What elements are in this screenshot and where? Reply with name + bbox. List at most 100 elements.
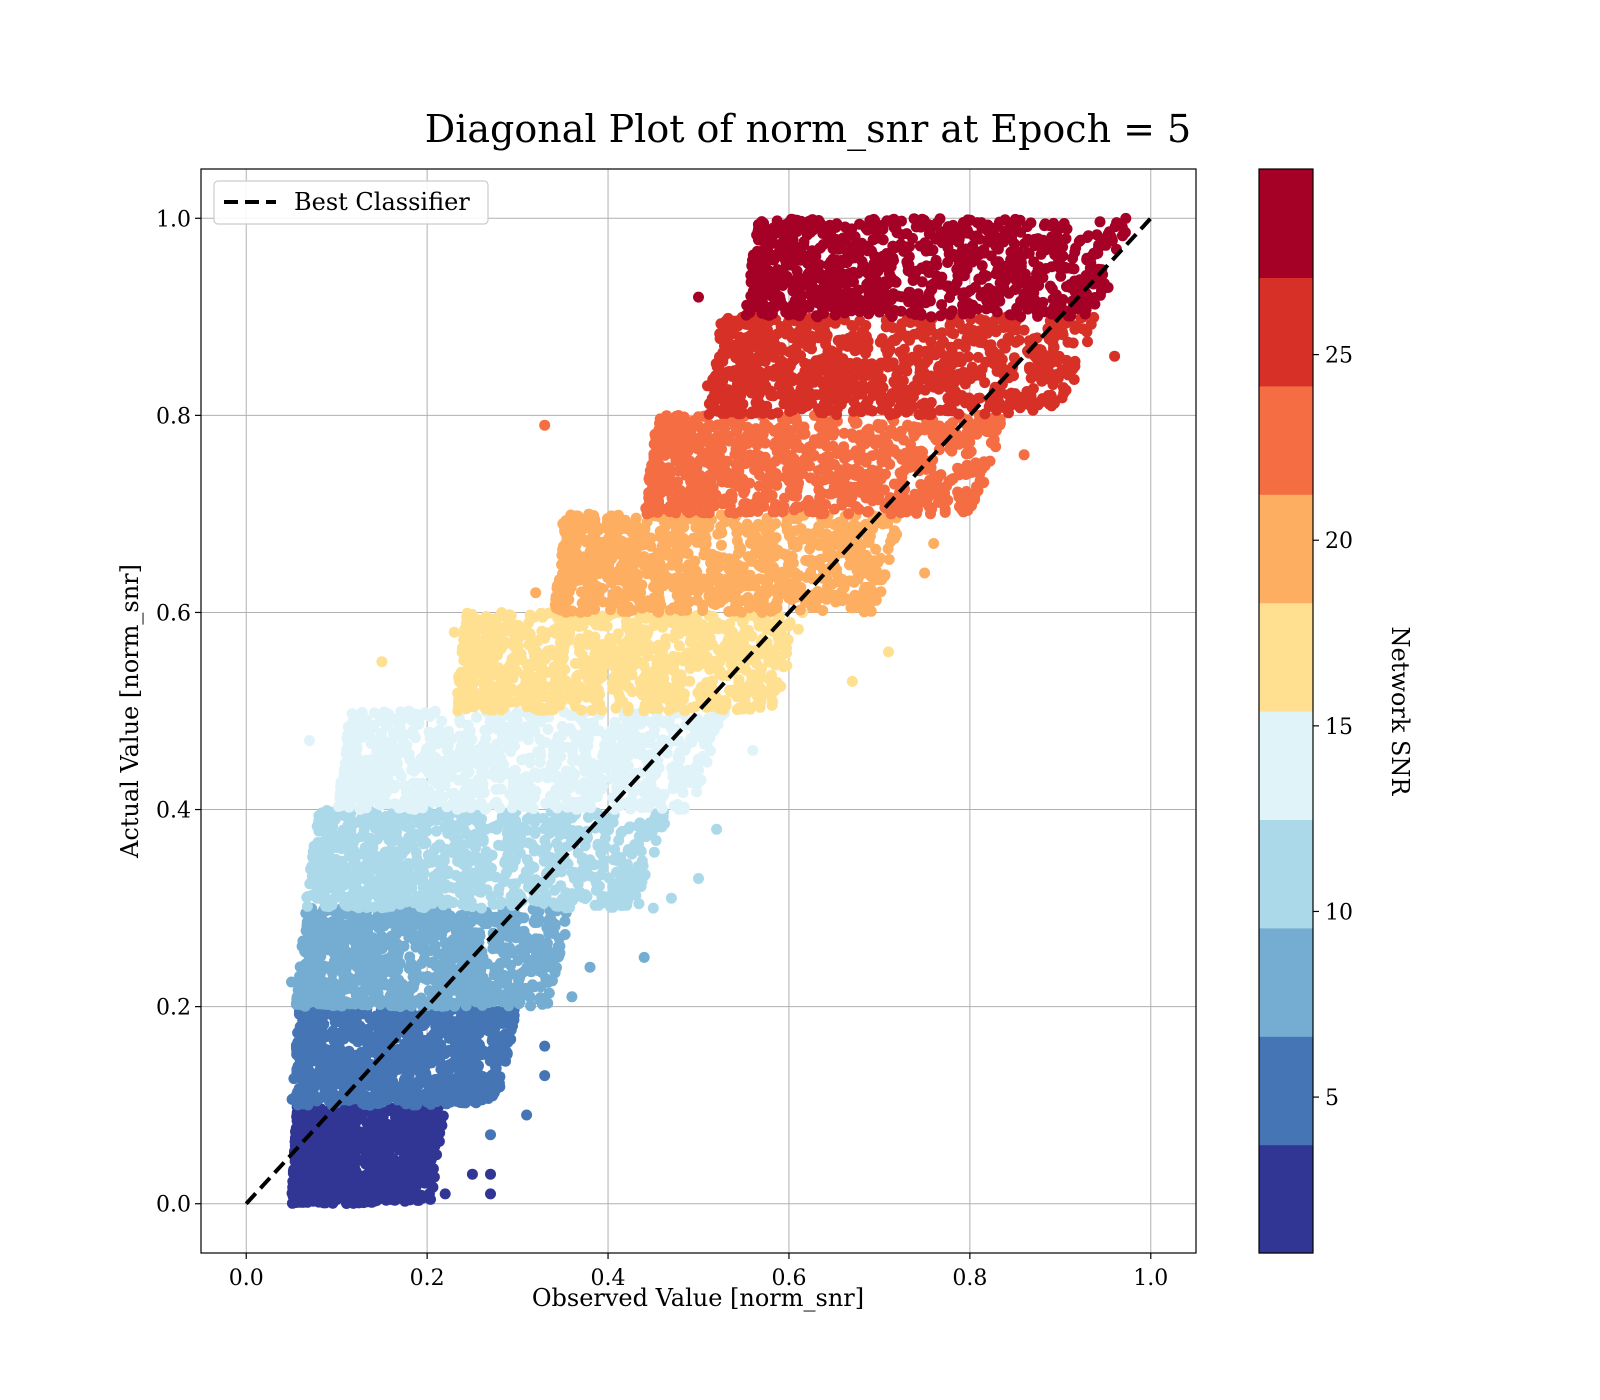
scatter-point xyxy=(553,781,565,792)
scatter-point xyxy=(383,1150,395,1162)
scatter-point xyxy=(427,1181,439,1193)
scatter-point xyxy=(401,981,413,993)
scatter-point xyxy=(444,818,455,830)
scatter-point xyxy=(367,901,379,913)
scatter-point xyxy=(399,1042,411,1054)
scatter-point xyxy=(541,960,553,972)
scatter-outlier xyxy=(638,951,650,963)
scatter-point xyxy=(359,725,371,737)
scatter-point xyxy=(537,812,549,824)
scatter-point xyxy=(534,756,546,768)
scatter-outlier xyxy=(521,1109,533,1121)
scatter-point xyxy=(295,1048,307,1060)
scatter-point xyxy=(419,836,431,848)
scatter-point xyxy=(643,737,655,749)
series-band-1 xyxy=(286,1099,496,1209)
scatter-point xyxy=(368,1174,380,1186)
scatter-point xyxy=(568,872,580,884)
scatter-point xyxy=(476,780,488,792)
scatter-point xyxy=(393,802,405,814)
scatter-point xyxy=(477,952,489,964)
scatter-point xyxy=(530,933,542,945)
scatter-point xyxy=(365,937,377,949)
scatter-point xyxy=(548,947,560,959)
scatter-point xyxy=(424,928,436,940)
scatter-point xyxy=(458,1019,469,1031)
scatter-outlier xyxy=(439,1188,451,1200)
scatter-point xyxy=(436,1094,448,1106)
scatter-point xyxy=(291,993,303,1005)
scatter-point xyxy=(419,1051,431,1063)
scatter-point xyxy=(291,1094,303,1105)
scatter-point xyxy=(405,1169,417,1181)
scatter-point xyxy=(406,764,418,776)
scatter-point xyxy=(387,947,399,959)
scatter-point xyxy=(390,1156,402,1168)
scatter-point xyxy=(464,1074,476,1086)
scatter-point xyxy=(436,1060,448,1072)
scatter-point xyxy=(310,1178,322,1190)
scatter-point xyxy=(503,769,515,780)
scatter-point xyxy=(519,982,531,994)
scatter-point xyxy=(615,869,627,881)
scatter-point xyxy=(360,1046,372,1057)
scatter-outlier xyxy=(466,1168,478,1180)
scatter-point xyxy=(295,1179,307,1191)
scatter-point xyxy=(526,838,538,850)
scatter-point xyxy=(421,825,433,837)
scatter-point xyxy=(410,1045,422,1057)
scatter-point xyxy=(480,846,492,858)
scatter-point xyxy=(403,1150,415,1162)
series-band-2 xyxy=(286,1001,551,1141)
scatter-point xyxy=(324,900,336,912)
scatter-point xyxy=(399,729,411,741)
scatter-point xyxy=(636,802,648,814)
scatter-point xyxy=(650,768,662,780)
scatter-point xyxy=(481,1075,493,1087)
scatter-point xyxy=(404,951,416,963)
scatter-point xyxy=(357,890,369,902)
scatter-point xyxy=(490,784,502,795)
scatter-point xyxy=(395,812,406,824)
scatter-point xyxy=(549,760,561,772)
scatter-point xyxy=(475,797,487,809)
scatter-point xyxy=(346,1115,358,1127)
scatter-point xyxy=(392,1094,403,1106)
scatter-point xyxy=(509,740,520,752)
scatter-point xyxy=(439,1080,451,1092)
scatter-point xyxy=(390,1168,402,1180)
scatter-point xyxy=(451,832,463,844)
scatter-point xyxy=(307,889,318,901)
scatter-point xyxy=(437,1070,449,1082)
scatter-point xyxy=(353,990,364,1002)
scatter-point xyxy=(359,849,371,861)
series-band-3 xyxy=(286,902,650,1013)
scatter-point xyxy=(346,845,358,857)
scatter-point xyxy=(553,933,565,944)
series-band-4 xyxy=(301,804,723,914)
scatter-point xyxy=(473,886,485,898)
scatter-point xyxy=(370,1010,382,1022)
scatter-point xyxy=(376,943,388,955)
scatter-point xyxy=(479,724,491,736)
scatter-point xyxy=(403,1185,415,1197)
scatter-point xyxy=(530,913,542,925)
scatter-point xyxy=(567,774,579,786)
scatter-point xyxy=(375,1191,387,1203)
scatter-point xyxy=(526,724,538,735)
scatter-point xyxy=(435,1049,446,1061)
scatter-point xyxy=(454,935,466,947)
scatter-point xyxy=(596,891,608,903)
scatter-point xyxy=(385,966,397,978)
scatter-point xyxy=(471,851,483,863)
scatter-point xyxy=(514,847,526,859)
scatter-point xyxy=(382,1031,394,1043)
scatter-point xyxy=(443,725,454,737)
scatter-point xyxy=(319,1128,331,1140)
scatter-point xyxy=(472,912,483,924)
scatter-point xyxy=(419,751,431,763)
scatter-point xyxy=(567,744,579,756)
scatter-outlier xyxy=(539,1040,551,1052)
scatter-point xyxy=(720,700,732,712)
